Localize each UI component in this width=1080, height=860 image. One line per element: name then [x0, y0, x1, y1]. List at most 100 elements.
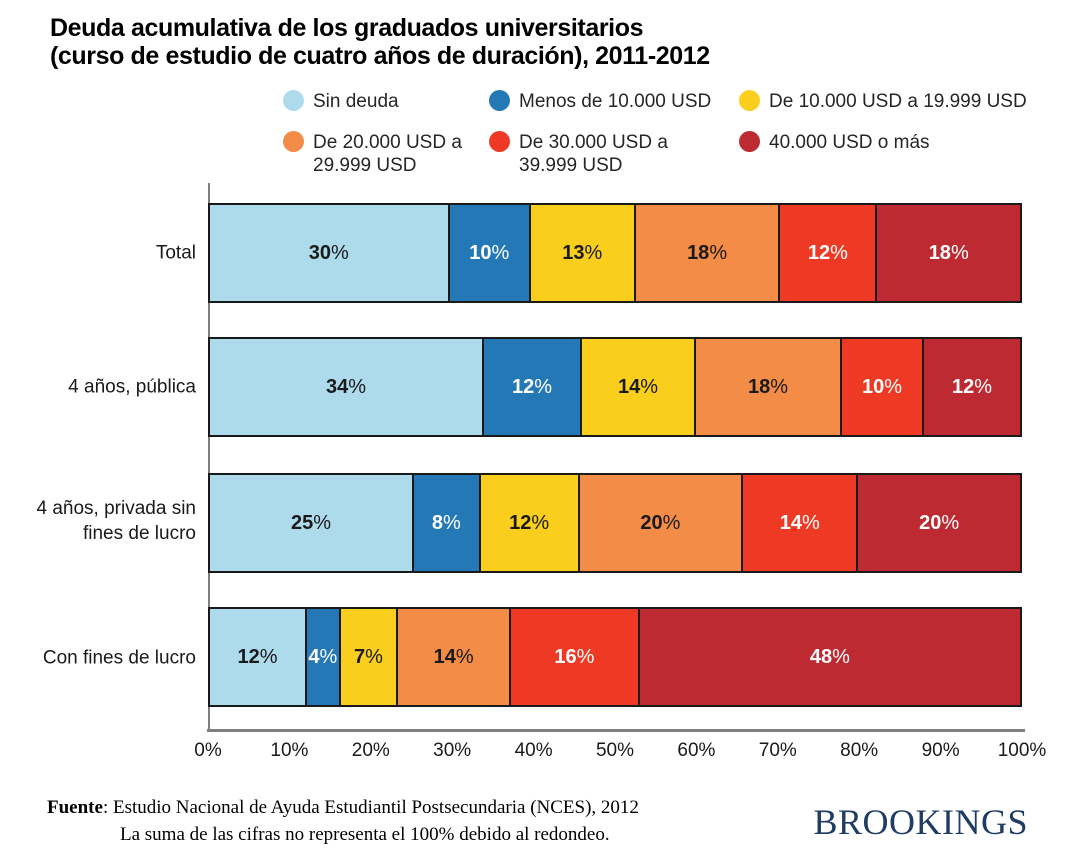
category-labels: Total 4 años, pública 4 años, privada sin …: [18, 183, 197, 729]
x-axis-tick-label: 100%: [997, 740, 1047, 761]
y-axis-line: [208, 183, 210, 731]
bar-segment-label: 34%: [325, 375, 367, 398]
x-axis-tick-label: 50%: [595, 740, 635, 761]
category-label: Total: [155, 242, 196, 264]
legend-item: De 30.000 USD a 39.999 USD: [489, 131, 671, 177]
legend-swatch-icon: [739, 90, 760, 111]
legend-label: 40.000 USD o más: [769, 132, 930, 153]
bar-segment: 34%: [208, 337, 484, 437]
bar-segment: 48%: [637, 607, 1023, 707]
bar-segment: 14%: [396, 607, 512, 707]
legend-label: Sin deuda: [313, 91, 399, 112]
x-axis-tick-label: 0%: [194, 740, 222, 761]
legend-label: Menos de 10.000 USD: [519, 91, 712, 112]
bar-segment-label: 18%: [687, 241, 728, 264]
x-axis-tick-label: 10%: [270, 740, 309, 761]
bar-row: 34% 12% 14% 18% 10% 12%: [208, 337, 1022, 437]
chart-title-line1: Deuda acumulativa de los graduados unive…: [50, 14, 644, 42]
legend-swatch-icon: [489, 131, 510, 152]
plot-bars: 30% 10% 13% 18% 12% 18% 34% 12% 14% 18% 10% 12% 25% 8…: [208, 183, 1023, 729]
source-line: Fuente: Estudio Nacional de Ayuda Estudi…: [47, 794, 639, 821]
bar-segment-label: 13%: [562, 241, 603, 264]
legend-item: De 10.000 USD a 19.999 USD: [739, 90, 1027, 113]
legend-swatch-icon: [489, 90, 510, 111]
category-label: 4 años, privada sin fines de lucro: [36, 498, 197, 544]
bar-segment-label: 12%: [951, 375, 993, 398]
bar-segment: 14%: [741, 473, 859, 573]
bar-segment: 12%: [478, 473, 580, 573]
legend-item: 40.000 USD o más: [739, 131, 930, 154]
bar-segment: 13%: [528, 203, 636, 303]
source-note: Fuente: Estudio Nacional de Ayuda Estudi…: [47, 794, 639, 848]
chart-title: Deuda acumulativa de los graduados unive…: [50, 14, 710, 70]
bar-segment: 25%: [208, 473, 415, 573]
legend-swatch-icon: [283, 131, 304, 152]
bar-segment: 18%: [875, 203, 1022, 303]
source-text: : Estudio Nacional de Ayuda Estudiantil …: [102, 797, 639, 818]
legend-label: De 20.000 USD a 29.999 USD: [313, 132, 462, 176]
bar-segment-label: 30%: [308, 241, 349, 264]
bar-row: 30% 10% 13% 18% 12% 18%: [208, 203, 1022, 303]
legend-item: De 20.000 USD a 29.999 USD: [283, 131, 465, 177]
bar-segment-label: 12%: [511, 375, 553, 398]
bar-segment-label: 14%: [617, 375, 659, 398]
bar-segment: 12%: [922, 337, 1022, 437]
bar-segment: 4%: [305, 607, 341, 707]
bar-segment-label: 18%: [928, 241, 969, 264]
x-axis-tick-label: 30%: [433, 740, 472, 761]
bar-segment: 20%: [577, 473, 744, 573]
bar-segment: 12%: [482, 337, 582, 437]
x-axis-tick-label: 20%: [351, 740, 390, 761]
x-axis-tick-label: 40%: [514, 740, 553, 761]
x-axis-tick-label: 60%: [677, 740, 716, 761]
bar-segment: 8%: [412, 473, 481, 573]
bar-segment: 16%: [509, 607, 640, 707]
bar-segment-label: 14%: [779, 511, 820, 534]
bar-segment-label: 48%: [809, 645, 850, 668]
category-label: Con fines de lucro: [42, 647, 196, 669]
legend-swatch-icon: [739, 131, 760, 152]
bar-segment-label: 7%: [354, 645, 383, 668]
category-label: 4 años, pública: [68, 376, 196, 398]
x-axis-line: [207, 729, 1025, 732]
bar-segment-label: 12%: [509, 511, 550, 534]
bar-segment-label: 4%: [308, 645, 338, 668]
bar-segment-label: 20%: [919, 511, 960, 534]
legend-item: Sin deuda: [283, 90, 399, 113]
bar-segment-label: 10%: [861, 375, 903, 398]
legend-label: De 30.000 USD a 39.999 USD: [519, 132, 668, 176]
bar-segment-label: 18%: [747, 375, 789, 398]
x-axis-tick-label: 70%: [758, 740, 797, 761]
bar-segment-label: 10%: [469, 241, 510, 264]
rounding-note: La suma de las cifras no representa el 1…: [120, 824, 610, 845]
bar-segment-label: 14%: [433, 645, 474, 668]
legend-item: Menos de 10.000 USD: [489, 90, 711, 113]
x-axis-tick-label: 80%: [840, 740, 879, 761]
legend-label: De 10.000 USD a 19.999 USD: [769, 91, 1027, 112]
legend-swatch-icon: [283, 90, 304, 111]
bar-segment: 20%: [856, 473, 1022, 573]
bar-segment-label: 16%: [554, 645, 595, 668]
bar-segment: 12%: [208, 607, 308, 707]
brookings-logo: BROOKINGS: [813, 802, 1028, 842]
bar-segment: 10%: [840, 337, 924, 437]
bar-segment-label: 12%: [237, 645, 278, 668]
x-axis-tick-label: 90%: [921, 740, 960, 761]
bar-segment-label: 8%: [431, 511, 461, 534]
chart-title-line2: (curso de estudio de cuatro años de dura…: [50, 42, 710, 70]
bar-segment: 7%: [338, 607, 399, 707]
bar-segment-label: 12%: [807, 241, 848, 264]
source-label: Fuente: [47, 797, 103, 818]
bar-segment: 12%: [778, 203, 878, 303]
bar-segment-label: 25%: [290, 511, 332, 534]
bar-segment: 10%: [447, 203, 531, 303]
bar-row: 12% 4% 7% 14% 16% 48%: [208, 607, 1023, 707]
bar-segment: 18%: [694, 337, 842, 437]
bar-segment: 18%: [633, 203, 781, 303]
bar-segment-label: 20%: [640, 511, 681, 534]
x-axis-ticks: 0% 10% 20% 30% 40% 50% 60% 70% 80% 90% 100%: [194, 740, 1046, 764]
bar-segment: 30%: [208, 203, 450, 303]
bar-segment: 14%: [580, 337, 696, 437]
bar-row: 25% 8% 12% 20% 14% 20%: [208, 473, 1022, 573]
